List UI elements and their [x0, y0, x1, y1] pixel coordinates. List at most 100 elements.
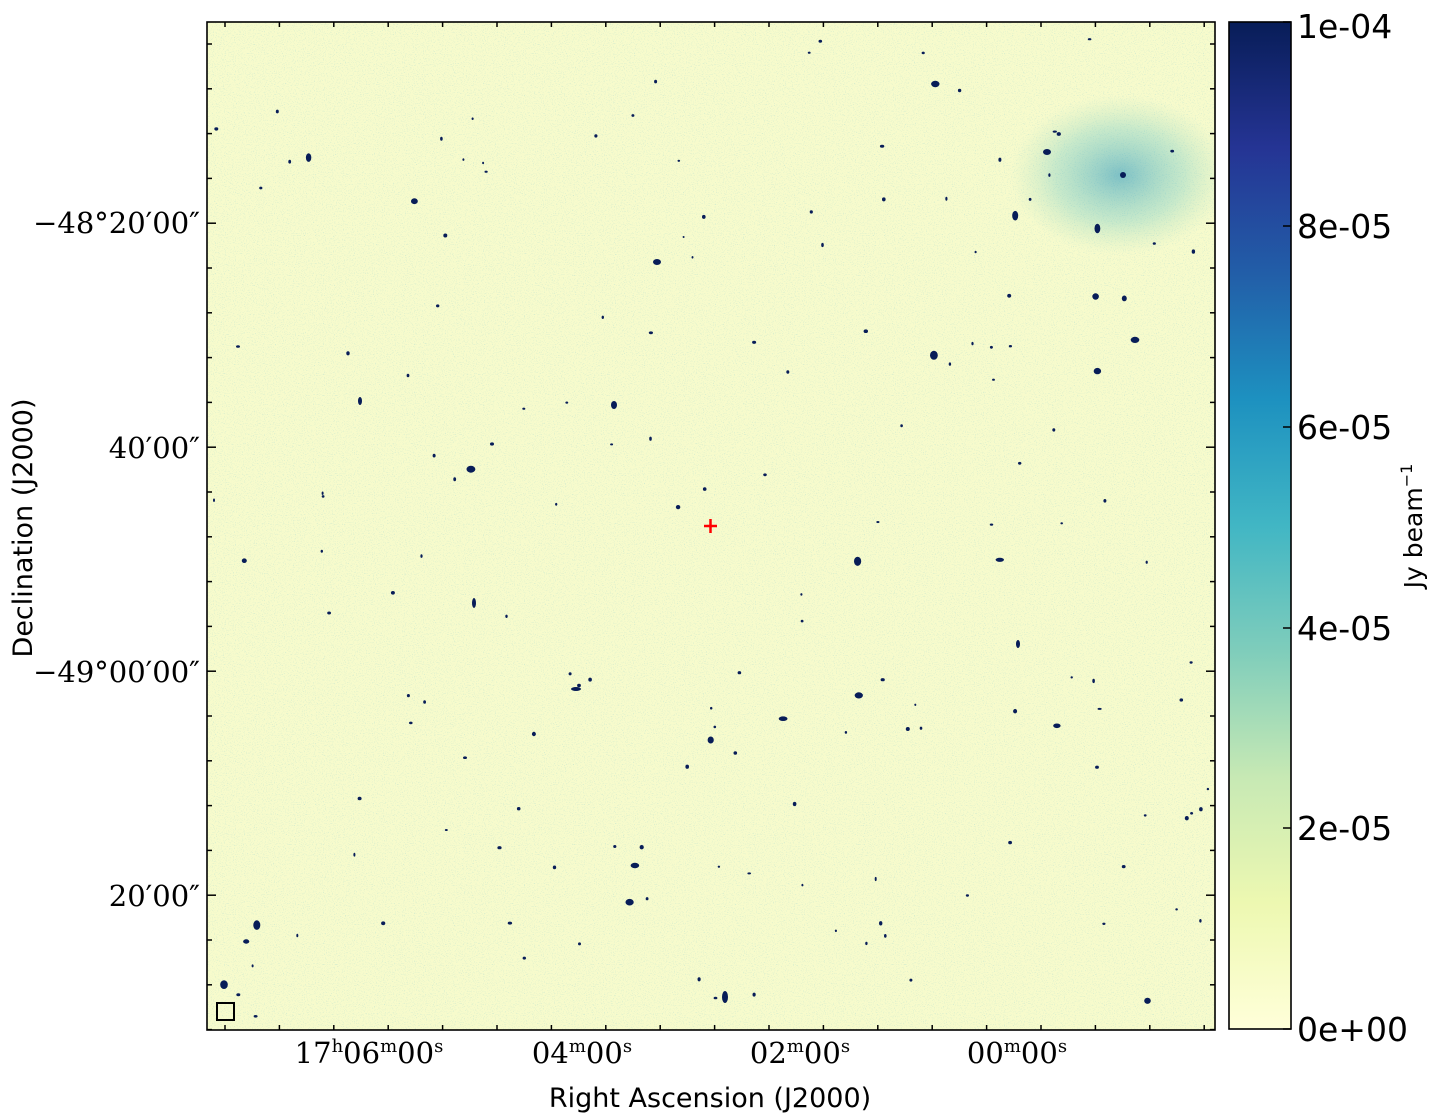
bright-source [1120, 172, 1126, 178]
point-source [565, 401, 569, 404]
point-source [555, 502, 558, 506]
point-source [390, 591, 395, 595]
y-tick-labels: −48°20′00″ 40′00″ −49°00′00″ 20′00″ [33, 206, 200, 913]
point-source [353, 852, 356, 857]
bright-source [571, 687, 581, 691]
point-source [444, 829, 448, 831]
point-source [800, 619, 804, 623]
point-source [1092, 293, 1099, 300]
point-source [522, 407, 526, 410]
point-source [876, 521, 880, 523]
point-source [1199, 919, 1202, 923]
point-source [296, 933, 299, 938]
point-source [631, 114, 635, 117]
point-source [874, 876, 877, 882]
x-tick-label: 02m00s [750, 1036, 850, 1070]
point-source [682, 236, 685, 238]
bright-source [1043, 149, 1051, 155]
point-source [801, 883, 804, 887]
point-source [1018, 461, 1022, 465]
point-source [710, 706, 713, 710]
point-source [1052, 428, 1056, 432]
bright-source [472, 598, 476, 608]
point-source [490, 442, 494, 446]
point-source [1102, 922, 1106, 925]
point-source [213, 498, 215, 502]
point-source [957, 88, 962, 93]
x-tick-label: 17h06m00s [295, 1036, 444, 1070]
point-source [1170, 149, 1175, 153]
point-source [737, 671, 742, 675]
point-source [930, 350, 938, 360]
point-source [989, 345, 993, 349]
point-source [482, 161, 485, 165]
x-axis-label: Right Ascension (J2000) [549, 1083, 871, 1114]
point-source [818, 39, 823, 43]
point-source [251, 964, 254, 968]
point-source [733, 751, 738, 755]
point-source [752, 340, 757, 344]
point-source [346, 351, 350, 356]
axis-ticks [207, 22, 1215, 1031]
point-source [610, 443, 614, 446]
point-source [1094, 223, 1101, 234]
colorbar-tick-label: 2e-05 [1297, 809, 1392, 848]
point-source [305, 153, 312, 162]
point-source [778, 716, 788, 721]
point-source [675, 505, 681, 510]
point-source [945, 196, 948, 201]
point-source [900, 424, 903, 428]
x-tick-label: 04m00s [532, 1036, 632, 1070]
point-source [747, 872, 751, 875]
point-source [409, 721, 413, 725]
point-source [919, 726, 923, 730]
colorbar-label: Jy beam−1 [1397, 464, 1428, 591]
point-source [471, 117, 474, 120]
point-source [432, 453, 436, 458]
point-source [948, 362, 952, 366]
beam-box [216, 1002, 235, 1021]
point-source [1206, 787, 1210, 791]
point-source [507, 921, 513, 925]
point-source [685, 764, 689, 769]
point-sources [213, 38, 1210, 1018]
y-tick-label: −49°00′00″ [33, 655, 200, 689]
point-source [443, 233, 448, 238]
point-source [411, 198, 418, 205]
point-source [420, 554, 423, 558]
image-field [207, 22, 1215, 1030]
point-source [440, 136, 443, 141]
bright-source [358, 397, 362, 405]
point-source [588, 677, 592, 682]
point-source [497, 846, 502, 850]
point-source [677, 159, 681, 162]
point-source [1056, 132, 1061, 136]
point-source [645, 897, 649, 901]
colorbar-tick-label: 1e-04 [1297, 7, 1392, 46]
y-tick-label: −48°20′00″ [33, 206, 200, 240]
point-source [406, 694, 410, 698]
point-source [522, 956, 526, 960]
x-tick-label: 00m00s [967, 1036, 1067, 1070]
point-source [1179, 698, 1184, 702]
point-source [1191, 249, 1196, 254]
point-source [484, 170, 488, 173]
plot-frame [206, 21, 1216, 1031]
point-source [423, 700, 426, 704]
bright-source [722, 991, 728, 1003]
point-source [648, 331, 654, 335]
point-source [253, 920, 261, 930]
point-source [931, 80, 940, 88]
point-source [436, 304, 440, 308]
point-source [1053, 723, 1061, 729]
point-source [1175, 908, 1178, 911]
point-source [884, 934, 887, 938]
point-source [1028, 197, 1032, 201]
point-source [577, 683, 581, 688]
point-source [854, 556, 862, 566]
point-source [1097, 707, 1102, 710]
point-source [702, 214, 706, 219]
point-source [462, 158, 465, 161]
point-source [381, 921, 386, 926]
